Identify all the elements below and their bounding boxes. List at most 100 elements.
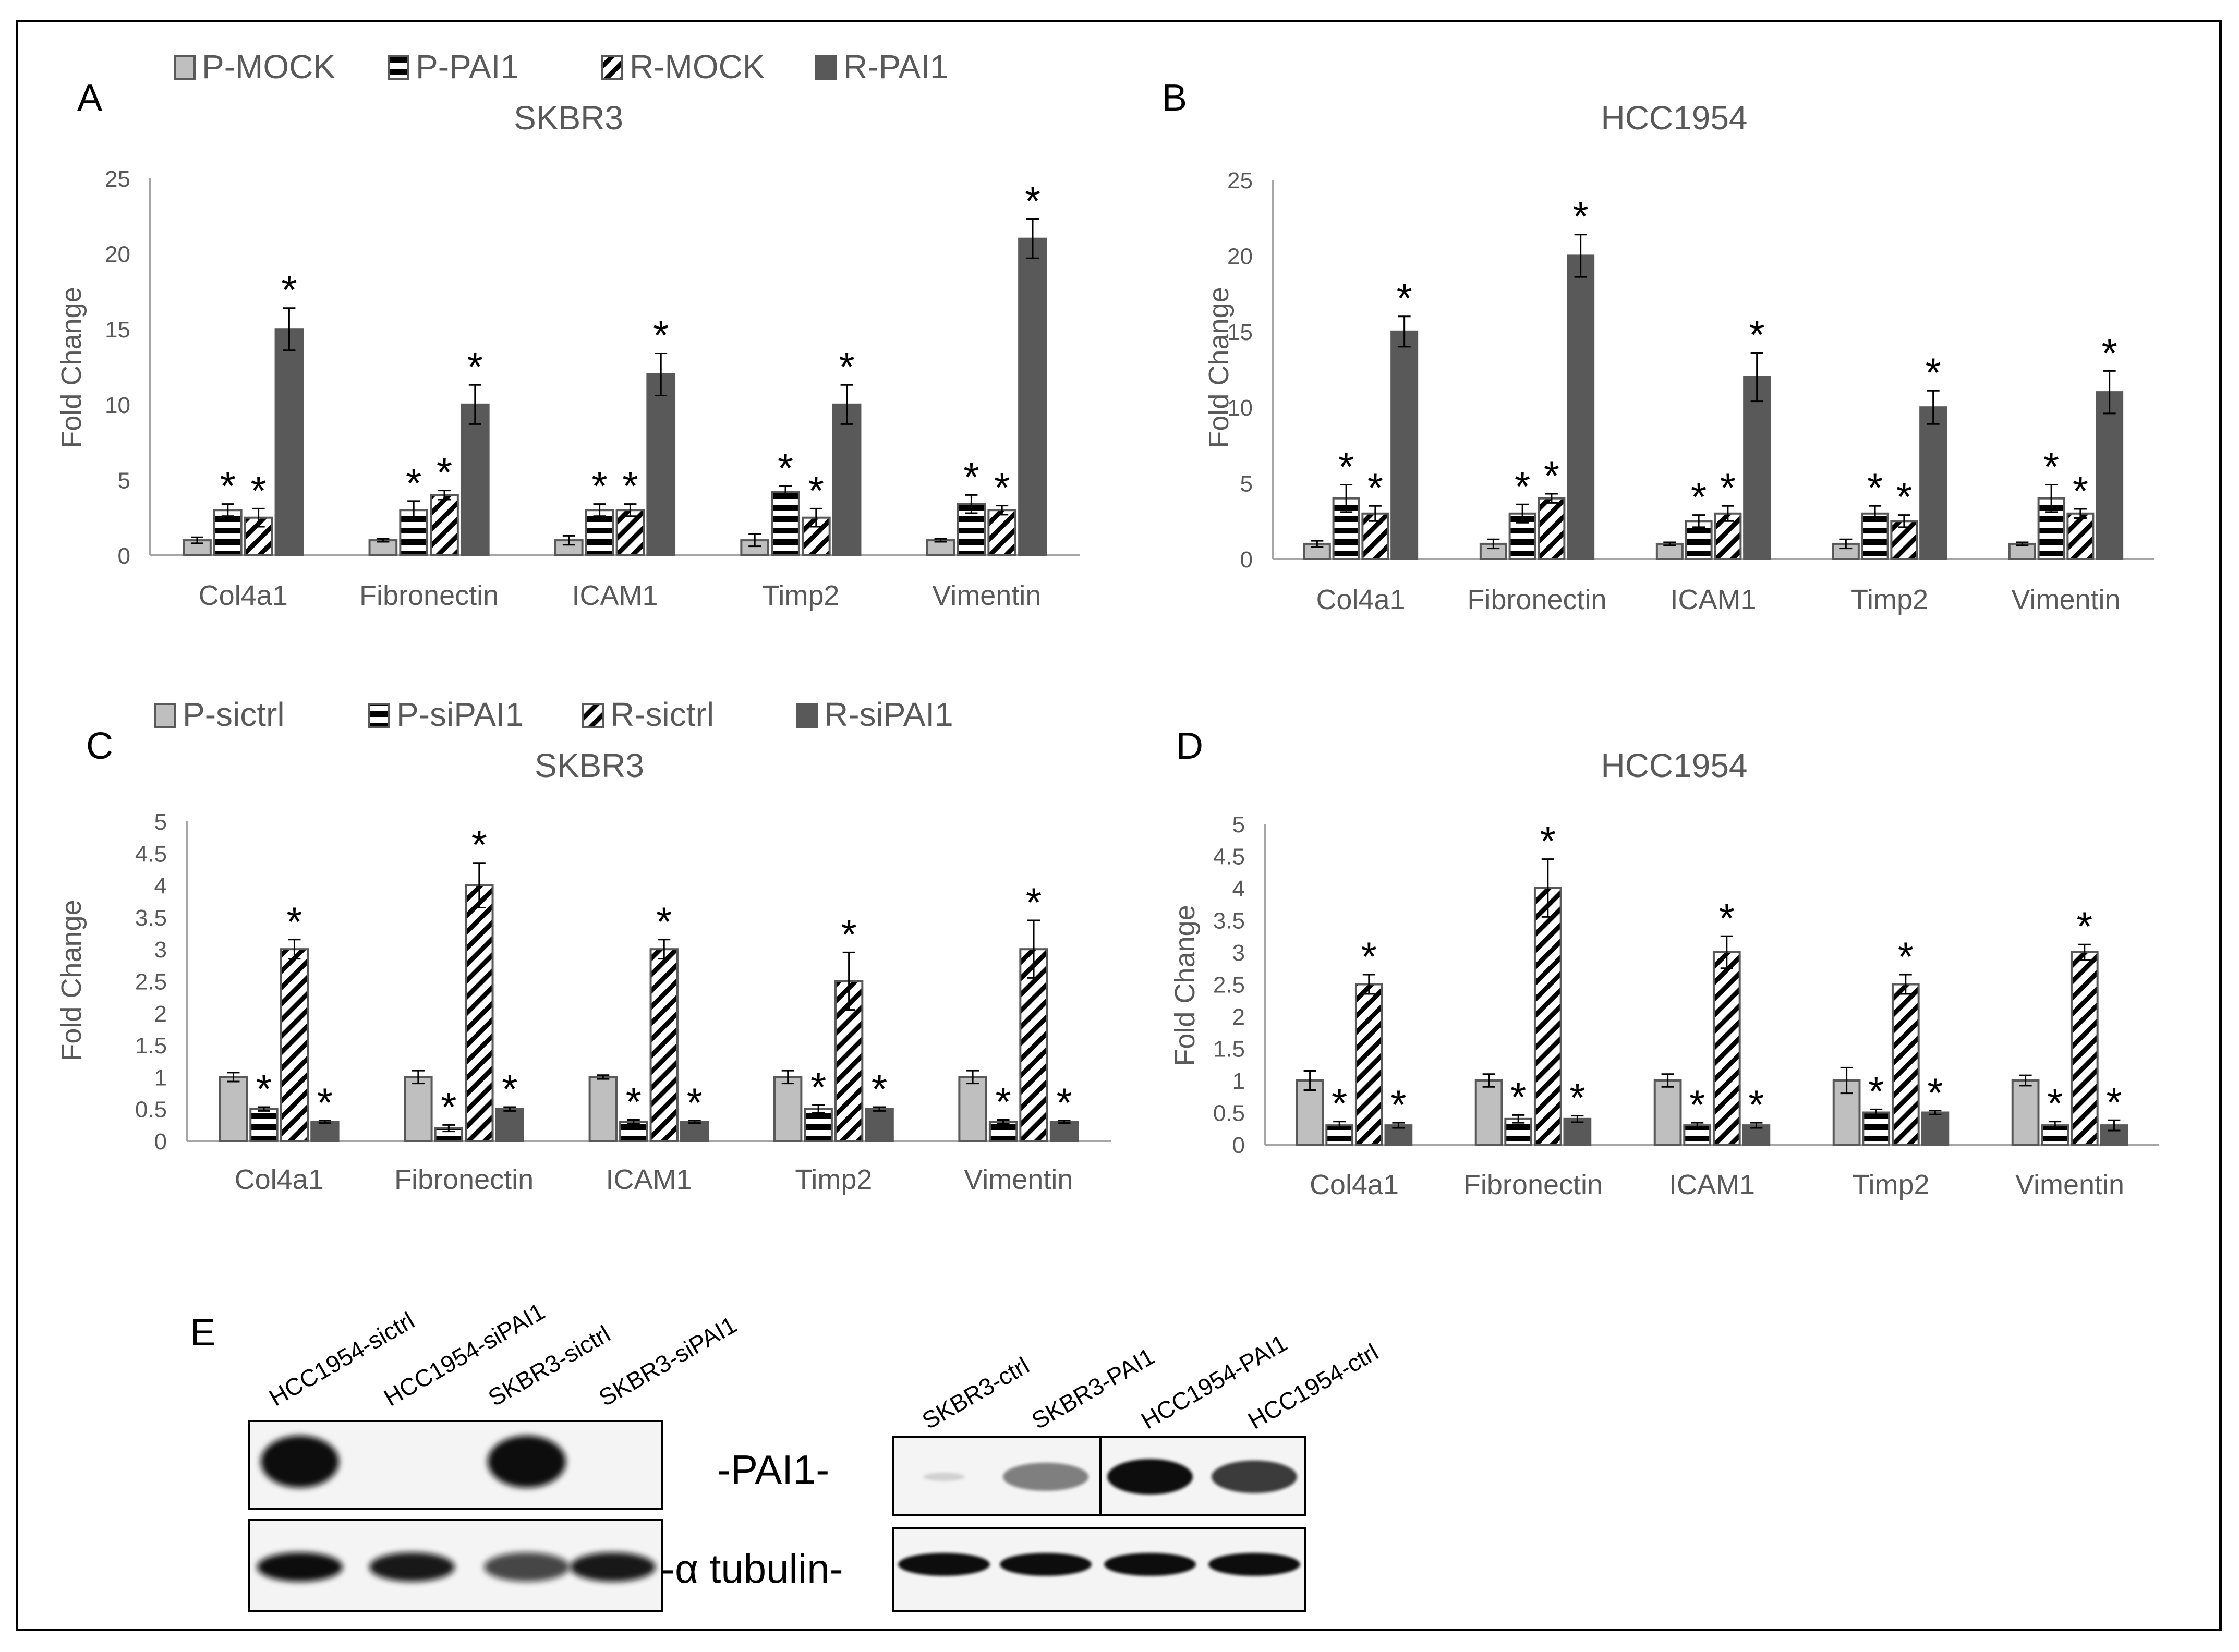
y-tick-label: 20 — [1227, 244, 1253, 269]
significance-star: * — [256, 1066, 272, 1112]
chart-a: SKBR3 Fold Change 0 5 10 15 20 25 Col4a1 * * * Fibro… — [56, 99, 1080, 611]
blot-right-lane-labels: SKBR3-ctrlSKBR3-PAI1HCC1954-PAI1HCC1954-… — [917, 1329, 1383, 1435]
significance-star: * — [1332, 1080, 1347, 1126]
significance-star: * — [1927, 1070, 1943, 1115]
significance-star: * — [591, 463, 607, 509]
legend-swatch-4 — [796, 703, 818, 728]
significance-star: * — [994, 465, 1010, 511]
significance-star: * — [839, 344, 854, 390]
legend-swatch-3 — [601, 55, 623, 80]
legend-label-4: R-PAI1 — [843, 48, 949, 86]
blot-bands — [257, 1436, 1300, 1582]
significance-star: * — [1689, 1082, 1705, 1127]
y-tick-label: 3.5 — [1213, 908, 1245, 934]
significance-star: * — [250, 467, 266, 513]
significance-star: * — [1719, 895, 1735, 941]
panel-letter-d: D — [1176, 725, 1203, 767]
significance-star: * — [808, 467, 824, 513]
significance-star: * — [1749, 312, 1764, 358]
legend-cd: P-sictrl P-siPAI1 R-sictrl R-siPAI1 — [154, 696, 953, 733]
significance-star: * — [995, 1079, 1011, 1125]
bar — [1018, 237, 1047, 556]
bar — [430, 494, 459, 557]
blot-band-tubulin — [1000, 1553, 1092, 1576]
significance-star: * — [656, 898, 672, 944]
significance-star: * — [502, 1066, 517, 1112]
significance-star: * — [1868, 1068, 1884, 1114]
y-tick-label: 5 — [118, 468, 130, 493]
chart-c: SKBR3 Fold Change 0 0.5 1 1.5 2 2.5 3 3.5 4 4.5 5 Col… — [56, 747, 1111, 1195]
y-tick-label: 25 — [105, 166, 130, 192]
y-tick-label: 10 — [105, 393, 130, 418]
legend-swatch-2 — [368, 703, 390, 728]
significance-star: * — [1390, 1082, 1406, 1127]
bar — [1919, 406, 1947, 560]
bar — [280, 948, 309, 1142]
legend-label-3: R-MOCK — [630, 48, 765, 86]
legend-ab: P-MOCK P-PAI1 R-MOCK R-PAI1 — [174, 48, 949, 86]
y-tick-label: 2 — [154, 1001, 167, 1027]
significance-star: * — [1025, 178, 1040, 224]
bar — [1653, 1079, 1682, 1146]
y-tick-label: 2.5 — [135, 969, 167, 995]
significance-star: * — [653, 312, 669, 358]
y-tick-label: 5 — [1240, 471, 1253, 497]
y-tick-label: 2.5 — [1213, 973, 1245, 998]
bar — [588, 1076, 618, 1142]
bar — [804, 1108, 833, 1142]
blot-band-tubulin — [1104, 1553, 1196, 1576]
bar — [619, 1121, 648, 1142]
significance-star: * — [1396, 275, 1412, 321]
bar — [213, 509, 243, 556]
y-tick-label: 4 — [1232, 876, 1245, 902]
western-blot: HCC1954-sictrlHCC1954-siPAI1SKBR3-sictrl… — [248, 1297, 1383, 1612]
significance-star: * — [2106, 1079, 2122, 1125]
significance-star: * — [2077, 903, 2092, 949]
significance-star: * — [2073, 468, 2088, 514]
bar — [615, 509, 645, 556]
legend-swatch-1 — [174, 55, 196, 80]
y-tick-label: 10 — [1227, 395, 1253, 421]
significance-star: * — [317, 1079, 333, 1125]
blot-lane-label: SKBR3-PAI1 — [1027, 1342, 1159, 1434]
blot-band-pai1 — [1003, 1463, 1088, 1491]
y-tick-label: 4.5 — [135, 841, 167, 867]
significance-star: * — [1510, 1074, 1526, 1120]
bar — [958, 1076, 987, 1142]
significance-star: * — [1540, 818, 1556, 864]
x-tick-label: Col4a1 — [235, 1164, 324, 1195]
x-tick-label: ICAM1 — [606, 1164, 692, 1195]
significance-star: * — [1361, 933, 1377, 979]
blot-lane-label: SKBR3-siPAI1 — [594, 1311, 741, 1412]
blot-band-pai1 — [1107, 1459, 1193, 1495]
significance-star: * — [281, 267, 297, 313]
significance-star: * — [1338, 444, 1354, 490]
y-tick-label: 15 — [1227, 320, 1253, 345]
significance-star: * — [1367, 465, 1383, 511]
bar — [1019, 948, 1048, 1142]
significance-star: * — [437, 450, 452, 495]
bar — [1354, 983, 1383, 1146]
chart-title: HCC1954 — [1601, 99, 1747, 137]
x-tick-label: Fibronectin — [359, 580, 499, 611]
x-tick-label: Vimentin — [2015, 1169, 2124, 1200]
x-tick-label: Vimentin — [964, 1164, 1073, 1195]
significance-star: * — [1569, 1075, 1585, 1121]
legend-swatch-4 — [815, 55, 837, 80]
x-tick-label: Col4a1 — [199, 580, 288, 611]
y-tick-label: 0 — [1240, 547, 1253, 573]
significance-star: * — [467, 344, 483, 390]
figure-border — [16, 20, 2222, 1631]
bar — [310, 1121, 340, 1142]
x-tick-label: Col4a1 — [1310, 1169, 1399, 1200]
legend-label-3: R-sictrl — [610, 696, 714, 733]
bar — [495, 1108, 525, 1142]
y-tick-label: 0 — [1232, 1133, 1245, 1158]
significance-star: * — [841, 911, 856, 957]
chart-b: HCC1954 Fold Change 0 5 10 15 20 25 Col4a1 * * * Fib… — [1203, 99, 2154, 615]
bar — [1390, 330, 1419, 560]
blot-lane-label: SKBR3-ctrl — [917, 1352, 1034, 1435]
chart-title: HCC1954 — [1601, 747, 1747, 784]
y-tick-label: 0.5 — [135, 1097, 167, 1123]
y-tick-label: 5 — [154, 809, 167, 835]
